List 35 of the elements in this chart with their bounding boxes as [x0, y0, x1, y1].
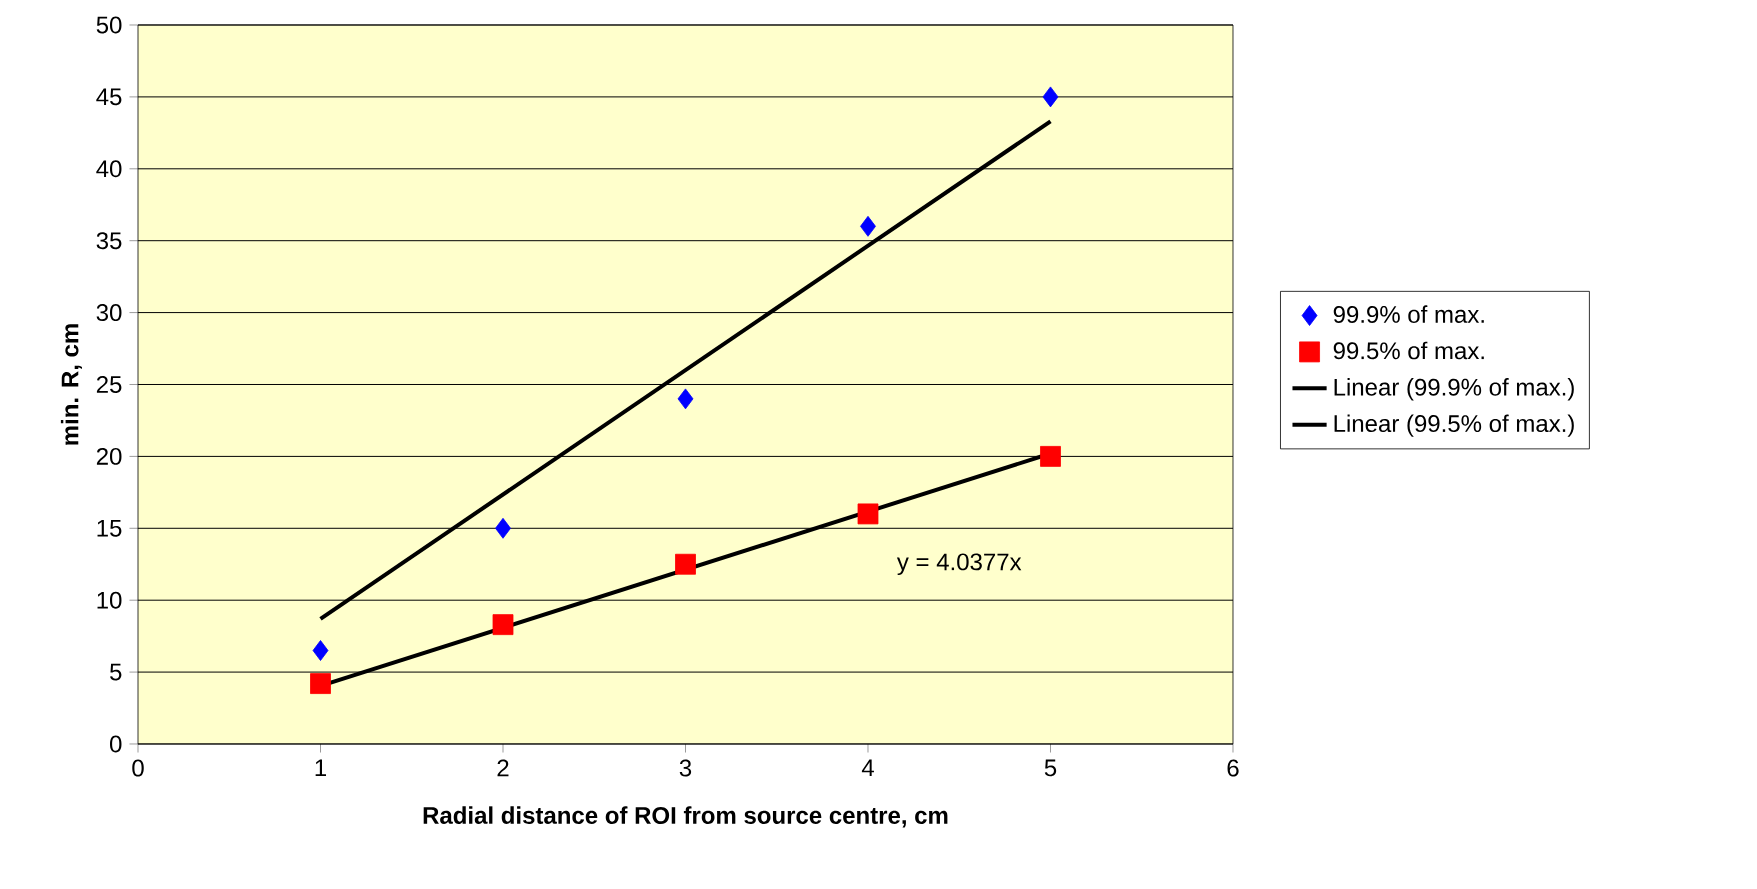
- point: [1040, 445, 1061, 467]
- y-tick-label: 40: [96, 160, 122, 178]
- y-axis-title: min. R, cm: [60, 324, 82, 445]
- x-tick-label: 3: [679, 759, 692, 777]
- y-tick-label: 25: [96, 376, 122, 393]
- y-tick-label: 50: [96, 16, 122, 34]
- y-tick-label: 15: [97, 519, 122, 537]
- x-tick-label: 4: [861, 759, 874, 777]
- legend-label: Linear (99.9% of max.): [1334, 378, 1574, 401]
- y-tick-label: 30: [96, 304, 122, 322]
- x-tick-label: 6: [1227, 759, 1239, 777]
- y-tick-label: 5: [110, 663, 122, 681]
- x-tick-label: 5: [1044, 759, 1057, 777]
- point: [677, 388, 694, 410]
- point: [312, 640, 329, 661]
- legend-label: 99.9% of max.: [1333, 305, 1484, 323]
- point: [492, 614, 514, 636]
- annotation: y = 4.0377x: [896, 553, 1022, 576]
- point: [675, 553, 696, 575]
- legend-label: 99.5% of max.: [1333, 341, 1484, 360]
- x-axis-title: Radial distance of ROI from source centre, cm: [423, 806, 948, 828]
- point: [860, 215, 876, 237]
- y-tick-label: 45: [96, 88, 122, 106]
- point: [1042, 86, 1059, 108]
- y-tick-label: 10: [97, 591, 122, 609]
- x-tick-label: 2: [497, 759, 509, 777]
- y-tick-label: 0: [110, 735, 122, 753]
- x-tick-label: 0: [132, 759, 144, 777]
- point: [495, 517, 511, 539]
- y-tick-label: 20: [96, 447, 122, 465]
- point: [857, 503, 879, 525]
- x-tick-label: 1: [315, 759, 327, 777]
- legend-label: Linear (99.5% of max.): [1334, 414, 1574, 437]
- point: [310, 673, 331, 694]
- y-tick-label: 35: [96, 232, 122, 250]
